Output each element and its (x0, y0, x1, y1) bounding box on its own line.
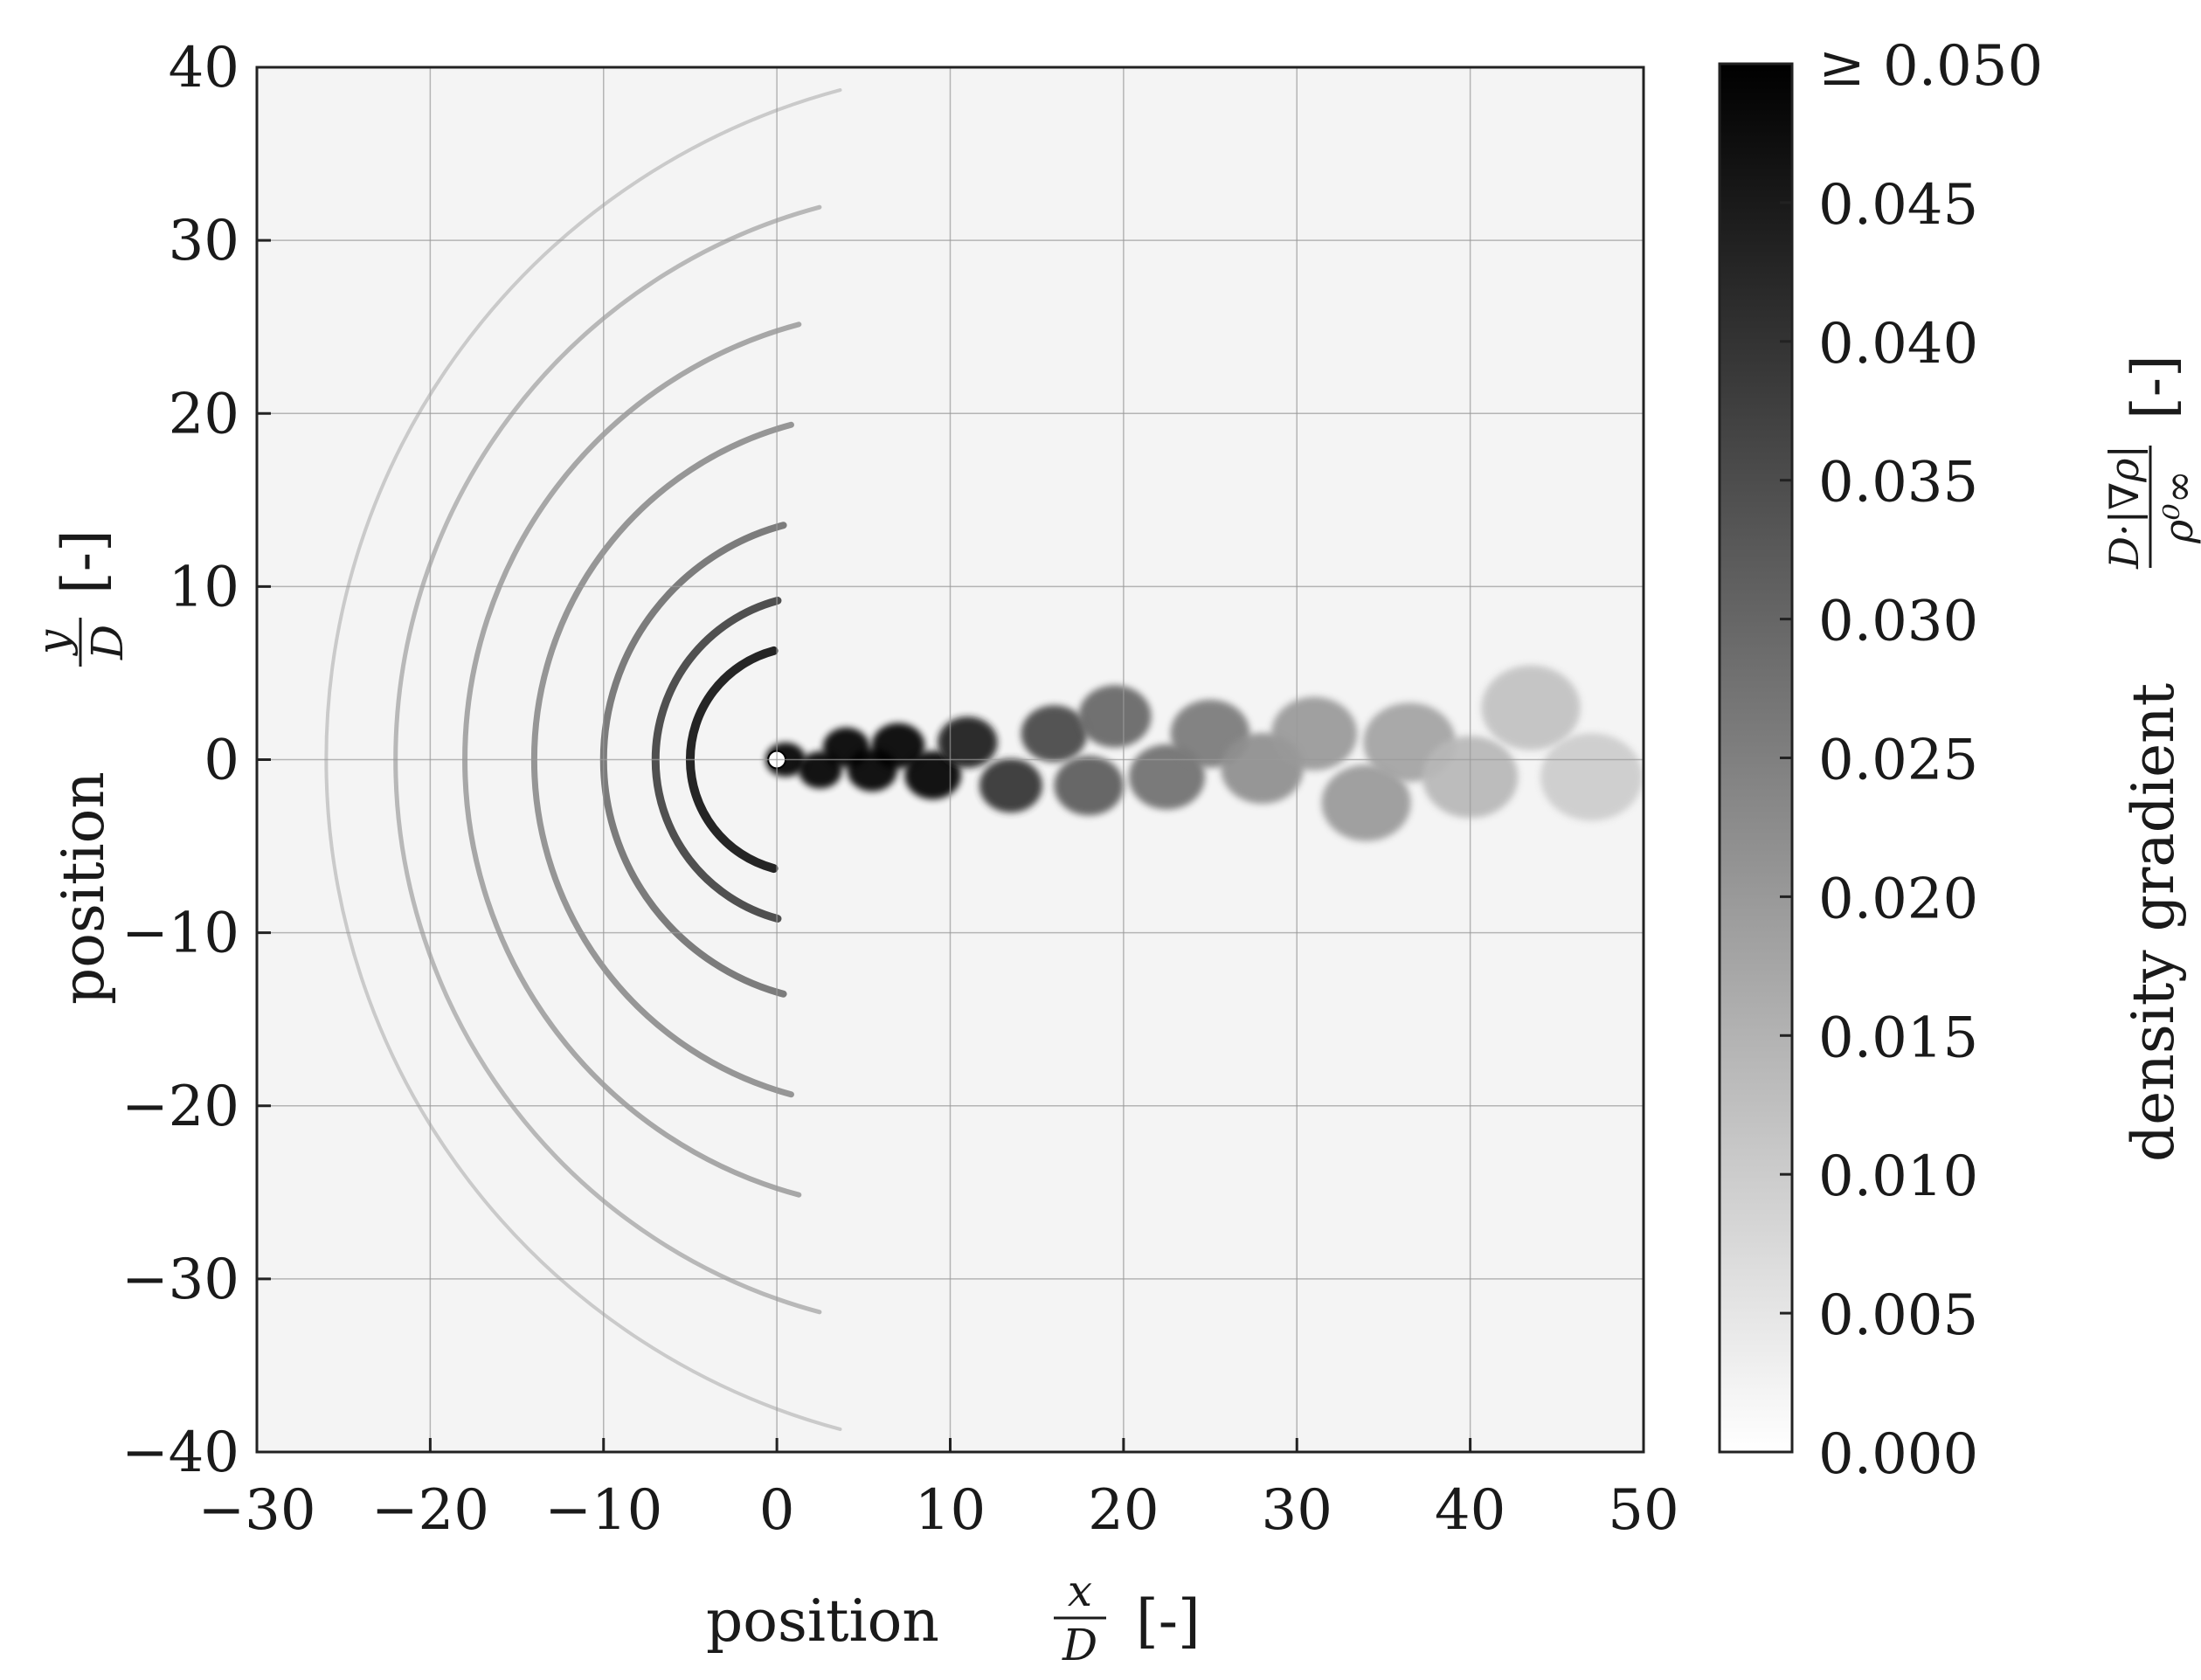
colorbar-tick-label: 0.010 (1818, 1144, 1978, 1209)
x-label-suffix: [-] (1136, 1587, 1201, 1655)
wake-vortex (1270, 696, 1358, 771)
colorbar-tick-label: 0.020 (1818, 867, 1978, 931)
colorbar-tick-label: 0.000 (1818, 1422, 1978, 1487)
x-tick-label: 50 (1608, 1478, 1678, 1543)
x-tick-label: −30 (197, 1478, 315, 1543)
colorbar-tick-label: 0.045 (1818, 173, 1978, 238)
colorbar-label-prefix: density gradient (2120, 683, 2187, 1162)
y-label-suffix: [-] (50, 529, 117, 594)
x-axis-ticks: −30 −20 −10 0 10 20 30 40 50 (197, 1438, 1679, 1543)
colorbar-tick-label: 0.025 (1818, 729, 1978, 793)
y-tick-label: 30 (169, 209, 239, 273)
y-label-frac-den: D (82, 625, 133, 660)
plot-area: −30 −20 −10 0 10 20 30 40 50 −40−30−20−100102030… (121, 36, 1679, 1543)
wake-vortex (1540, 733, 1644, 821)
colorbar-ticks: 0.000 0.005 0.010 0.015 0.020 0.025 0.030 0.035… (1780, 34, 2043, 1487)
y-label-prefix: position (50, 771, 117, 1005)
colorbar-tick-label: 0.030 (1818, 590, 1978, 654)
x-tick-label: 40 (1435, 1478, 1505, 1543)
x-tick-label: 10 (915, 1478, 986, 1543)
y-label-frac-num: y (28, 629, 79, 656)
y-tick-label: −30 (121, 1248, 239, 1312)
y-tick-label: −10 (121, 902, 239, 966)
y-axis-ticks: −40 −30 −20 −10 0 10 20 30 40 (121, 36, 271, 1485)
colorbar-label-frac-num: D·|∇ρ| (2101, 445, 2148, 570)
colorbar-label-suffix: [-] (2120, 355, 2187, 419)
colorbar-tick-label: 0.040 (1818, 312, 1978, 377)
colorbar: 0.000 0.005 0.010 0.015 0.020 0.025 0.030 0.035… (1718, 34, 2043, 1487)
wake-vortex (904, 750, 961, 800)
y-axis-label: position y D [-] (28, 529, 133, 1005)
y-tick-label: 0 (204, 729, 239, 793)
colorbar-label: density gradient D·|∇ρ| ρ⁰∞ [-] (2101, 355, 2201, 1162)
x-label-frac-num: x (1068, 1566, 1092, 1616)
colorbar-tick-label: 0.015 (1818, 1006, 1978, 1070)
wake-vortex (1321, 764, 1411, 841)
wake-vortex (1481, 665, 1581, 750)
x-tick-label: 0 (759, 1478, 795, 1543)
x-label-prefix: position (706, 1587, 939, 1655)
wake-vortex (1054, 756, 1124, 816)
density-field (324, 88, 1644, 1431)
x-tick-label: 20 (1088, 1478, 1159, 1543)
colorbar-tick-label: 0.035 (1818, 451, 1978, 515)
y-tick-label: 10 (169, 555, 239, 619)
colorbar-label-frac-den: ρ⁰∞ (2155, 470, 2201, 544)
x-label-frac-den: D (1062, 1620, 1097, 1670)
y-tick-label: −20 (121, 1075, 239, 1139)
wake-vortex (1078, 685, 1152, 748)
wake-vortex (871, 722, 925, 769)
x-axis-label: position x D [-] (706, 1566, 1201, 1670)
wake-vortex (979, 758, 1042, 813)
y-tick-label: 20 (169, 382, 239, 446)
x-tick-label: −10 (544, 1478, 662, 1543)
colorbar-tick-label: ≥ 0.050 (1818, 34, 2043, 99)
x-tick-label: −20 (371, 1478, 489, 1543)
colorbar-tick-label: 0.005 (1818, 1283, 1978, 1348)
y-tick-label: 40 (169, 36, 239, 100)
wake-vortex (1128, 743, 1206, 810)
x-tick-label: 30 (1262, 1478, 1332, 1543)
y-tick-label: −40 (121, 1421, 239, 1485)
wake-vortex (938, 716, 998, 768)
wake-vortex (1021, 705, 1088, 763)
